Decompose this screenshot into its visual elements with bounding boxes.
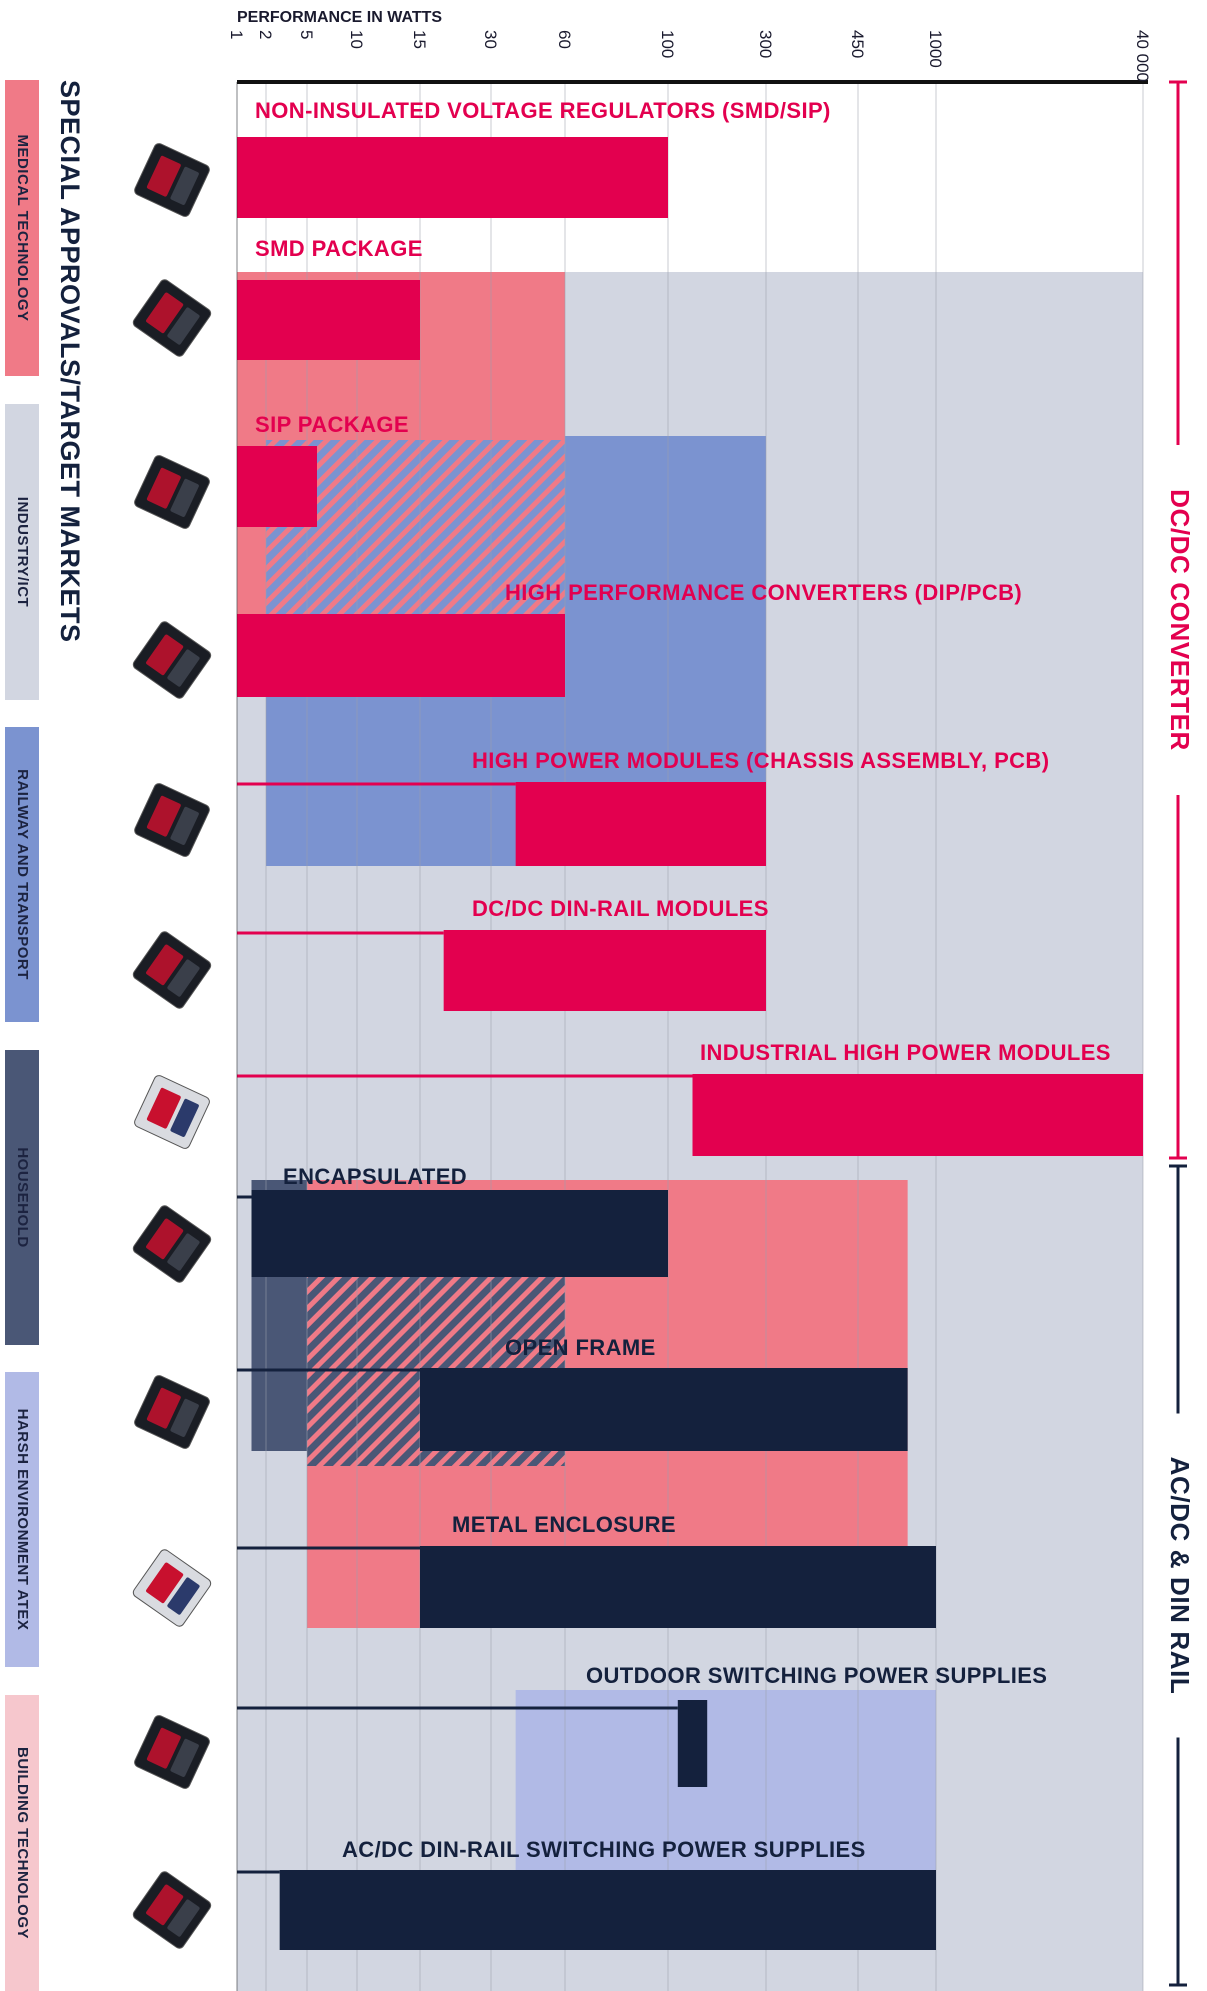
market-label: INDUSTRY/ICT <box>14 497 31 607</box>
series-label: SIP PACKAGE <box>255 412 409 437</box>
tick-label-1000: 1000 <box>926 30 945 68</box>
series-label: HIGH PERFORMANCE CONVERTERS (DIP/PCB) <box>505 580 1022 605</box>
series-label: HIGH POWER MODULES (CHASSIS ASSEMBLY, PC… <box>472 748 1049 773</box>
product-module-icon <box>132 621 212 699</box>
group-title-acdc: AC/DC & DIN RAIL <box>1165 1457 1195 1695</box>
tick-label-100: 100 <box>658 30 677 58</box>
product-module-icon <box>134 455 210 529</box>
market-label: RAILWAY AND TRANSPORT <box>14 769 31 980</box>
bar-outdoor-switching-power-supplies <box>677 1700 708 1787</box>
product-module-icon <box>132 1205 212 1283</box>
bar-high-performance-converters-dip-pcb <box>237 614 565 697</box>
product-module-icon <box>132 1871 212 1949</box>
tick-label-30: 30 <box>481 30 500 49</box>
series-label: OUTDOOR SWITCHING POWER SUPPLIES <box>586 1663 1047 1688</box>
x-axis-title: PERFORMANCE IN WATTS <box>237 9 442 26</box>
bar-dc-dc-din-rail-modules <box>443 930 766 1011</box>
series-label: INDUSTRIAL HIGH POWER MODULES <box>700 1040 1111 1065</box>
market-band <box>5 727 39 1022</box>
bar-high-power-modules-chassis-assembly-pcb <box>515 782 766 866</box>
series-label: METAL ENCLOSURE <box>452 1512 676 1537</box>
bar-non-insulated-voltage-regulators-smd-sip <box>237 137 668 218</box>
series-label: ENCAPSULATED <box>283 1164 467 1189</box>
tick-label-300: 300 <box>756 30 775 58</box>
side-title: SPECIAL APPROVALS/TARGET MARKETS <box>55 80 85 643</box>
bar-metal-enclosure <box>420 1546 936 1628</box>
tick-label-1: 1 <box>227 30 246 39</box>
tick-label-40000: 40 000 <box>1133 30 1152 82</box>
market-label: HOUSEHOLD <box>14 1147 31 1247</box>
tick-label-60: 60 <box>555 30 574 49</box>
bar-encapsulated <box>251 1190 668 1277</box>
series-label: DC/DC DIN-RAIL MODULES <box>472 896 769 921</box>
product-module-icon <box>134 1075 210 1149</box>
bar-smd-package <box>237 280 420 360</box>
bar-open-frame <box>420 1368 908 1451</box>
tick-label-15: 15 <box>410 30 429 49</box>
market-band <box>5 404 39 700</box>
group-title-dcdc: DC/DC CONVERTER <box>1165 489 1195 751</box>
product-module-icon <box>132 931 212 1009</box>
tick-label-450: 450 <box>848 30 867 58</box>
bar-industrial-high-power-modules <box>692 1074 1143 1156</box>
tick-label-2: 2 <box>256 30 275 39</box>
product-module-icon <box>134 783 210 857</box>
bar-sip-package <box>237 446 317 527</box>
tick-label-5: 5 <box>297 30 316 39</box>
product-module-icon <box>134 143 210 217</box>
market-band <box>5 80 39 376</box>
series-label: OPEN FRAME <box>505 1335 656 1360</box>
market-label: HARSH ENVIRONMENT ATEX <box>14 1409 31 1631</box>
market-band <box>5 1695 39 1991</box>
market-band <box>5 1372 39 1667</box>
product-module-icon <box>132 279 212 357</box>
series-label: SMD PACKAGE <box>255 236 423 261</box>
product-module-icon <box>132 1549 212 1627</box>
market-label: BUILDING TECHNOLOGY <box>14 1747 31 1939</box>
product-module-icon <box>134 1715 210 1789</box>
market-band <box>5 1050 39 1345</box>
market-label: MEDICAL TECHNOLOGY <box>14 134 31 321</box>
tick-label-10: 10 <box>347 30 366 49</box>
series-label: NON-INSULATED VOLTAGE REGULATORS (SMD/SI… <box>255 98 831 123</box>
bar-ac-dc-din-rail-switching-power-supplies <box>279 1870 937 1950</box>
product-module-icon <box>134 1375 210 1449</box>
series-label: AC/DC DIN-RAIL SWITCHING POWER SUPPLIES <box>342 1837 866 1862</box>
